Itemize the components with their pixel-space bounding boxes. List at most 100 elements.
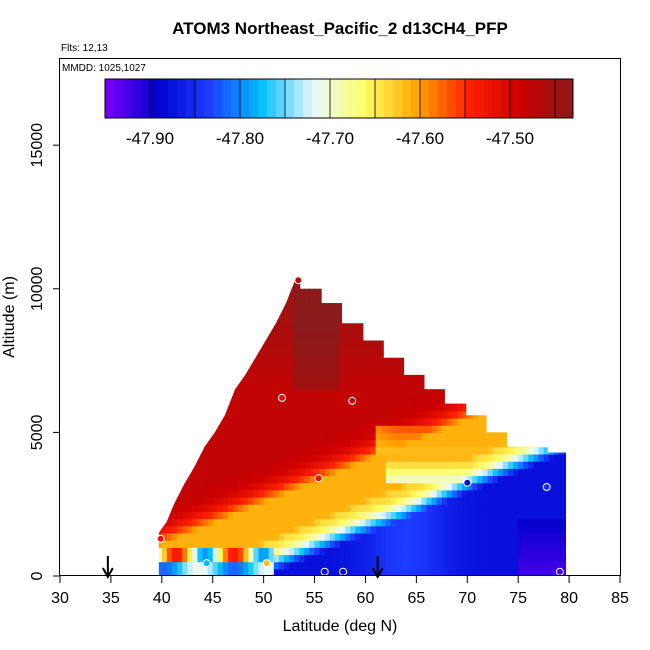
heatmap-cell xyxy=(304,475,311,484)
heatmap-cell xyxy=(212,532,219,541)
heatmap-cell xyxy=(161,331,168,340)
heatmap-cell xyxy=(472,425,479,433)
heatmap-cell xyxy=(309,418,316,426)
heatmap-cell xyxy=(564,461,567,469)
heatmap-cell xyxy=(523,547,529,556)
heatmap-cell xyxy=(355,310,361,319)
heatmap-cell xyxy=(207,310,214,319)
heatmap-cell xyxy=(161,561,168,570)
heatmap-cell xyxy=(289,568,295,576)
heatmap-cell xyxy=(238,540,244,548)
heatmap-cell xyxy=(502,518,509,527)
heatmap-cell xyxy=(360,295,367,304)
heatmap-cell xyxy=(441,568,448,576)
heatmap-cell xyxy=(345,461,351,469)
heatmap-cell xyxy=(273,461,280,469)
heatmap-cell xyxy=(436,525,443,534)
heatmap-cell xyxy=(553,410,560,419)
heatmap-cell xyxy=(482,410,489,419)
heatmap-cell xyxy=(263,525,270,534)
heatmap-cell xyxy=(472,554,479,563)
heatmap-cell xyxy=(273,511,280,520)
heatmap-cell xyxy=(350,288,356,297)
heatmap-cell xyxy=(238,295,244,304)
heatmap-cell xyxy=(177,532,183,541)
heatmap-cell xyxy=(202,389,209,398)
heatmap-cell xyxy=(161,281,168,290)
heatmap-cell xyxy=(406,353,412,362)
heatmap-cell xyxy=(380,453,387,462)
heatmap-cell xyxy=(172,489,178,498)
heatmap-cell xyxy=(380,511,387,520)
heatmap-cell xyxy=(217,403,224,412)
heatmap-cell xyxy=(533,511,540,520)
heatmap-cell xyxy=(355,403,361,412)
heatmap-cell xyxy=(284,418,290,426)
heatmap-cell xyxy=(497,425,504,433)
heatmap-cell xyxy=(166,504,173,512)
heatmap-cell xyxy=(161,295,168,304)
heatmap-cell xyxy=(207,439,214,448)
heatmap-cell xyxy=(258,389,265,398)
heatmap-cell xyxy=(558,475,565,484)
heatmap-cell xyxy=(477,396,484,405)
heatmap-cell xyxy=(385,339,392,347)
heatmap-cell xyxy=(228,389,234,398)
heatmap-cell xyxy=(401,367,407,376)
heatmap-cell xyxy=(497,389,504,398)
sample-point xyxy=(339,567,348,576)
heatmap-cell xyxy=(324,303,331,311)
heatmap-cell xyxy=(446,317,453,326)
heatmap-cell xyxy=(172,439,178,448)
heatmap-cell xyxy=(492,561,499,570)
heatmap-cell xyxy=(263,281,270,290)
heatmap-cell xyxy=(548,504,555,512)
heatmap-cell xyxy=(187,339,193,347)
heatmap-cell xyxy=(492,540,499,548)
arrow-head xyxy=(101,567,114,580)
heatmap-cell xyxy=(228,540,234,548)
heatmap-cell xyxy=(421,310,428,319)
heatmap-cell xyxy=(538,446,545,455)
heatmap-cell xyxy=(202,489,209,498)
heatmap-cell xyxy=(401,540,407,548)
heatmap-cell xyxy=(508,346,514,354)
heatmap-cell xyxy=(446,277,453,283)
heatmap-cell xyxy=(375,310,382,319)
colorbar-segment xyxy=(483,79,493,118)
heatmap-cell xyxy=(365,324,372,333)
heatmap-cell xyxy=(472,461,479,469)
heatmap-cell xyxy=(212,346,219,354)
heatmap-cell xyxy=(452,382,458,390)
heatmap-cell xyxy=(518,532,524,541)
heatmap-cell xyxy=(482,432,489,441)
heatmap-cell xyxy=(553,339,560,347)
heatmap-cell xyxy=(324,403,331,412)
heatmap-cell xyxy=(248,410,255,419)
heatmap-cell xyxy=(502,367,509,376)
heatmap-cell xyxy=(523,425,529,433)
heatmap-cell xyxy=(212,310,219,319)
heatmap-cell xyxy=(222,346,229,354)
heatmap-cell xyxy=(380,439,387,448)
heatmap-cell xyxy=(360,403,367,412)
heatmap-cell xyxy=(233,511,239,520)
heatmap-cell xyxy=(457,331,463,340)
heatmap-cell xyxy=(390,367,397,376)
heatmap-cell xyxy=(158,568,163,576)
heatmap-cell xyxy=(217,489,224,498)
heatmap-cell xyxy=(340,374,346,383)
heatmap-cell xyxy=(564,547,567,556)
heatmap-cell xyxy=(233,489,239,498)
heatmap-cell xyxy=(289,561,295,570)
heatmap-cell xyxy=(482,547,489,556)
heatmap-cell xyxy=(462,554,468,563)
heatmap-cell xyxy=(278,532,285,541)
heatmap-cell xyxy=(487,339,494,347)
heatmap-cell xyxy=(370,439,377,448)
heatmap-cell xyxy=(370,489,377,498)
heatmap-cell xyxy=(477,310,484,319)
heatmap-cell xyxy=(360,367,367,376)
heatmap-cell xyxy=(243,346,249,354)
heatmap-cell xyxy=(538,461,545,469)
